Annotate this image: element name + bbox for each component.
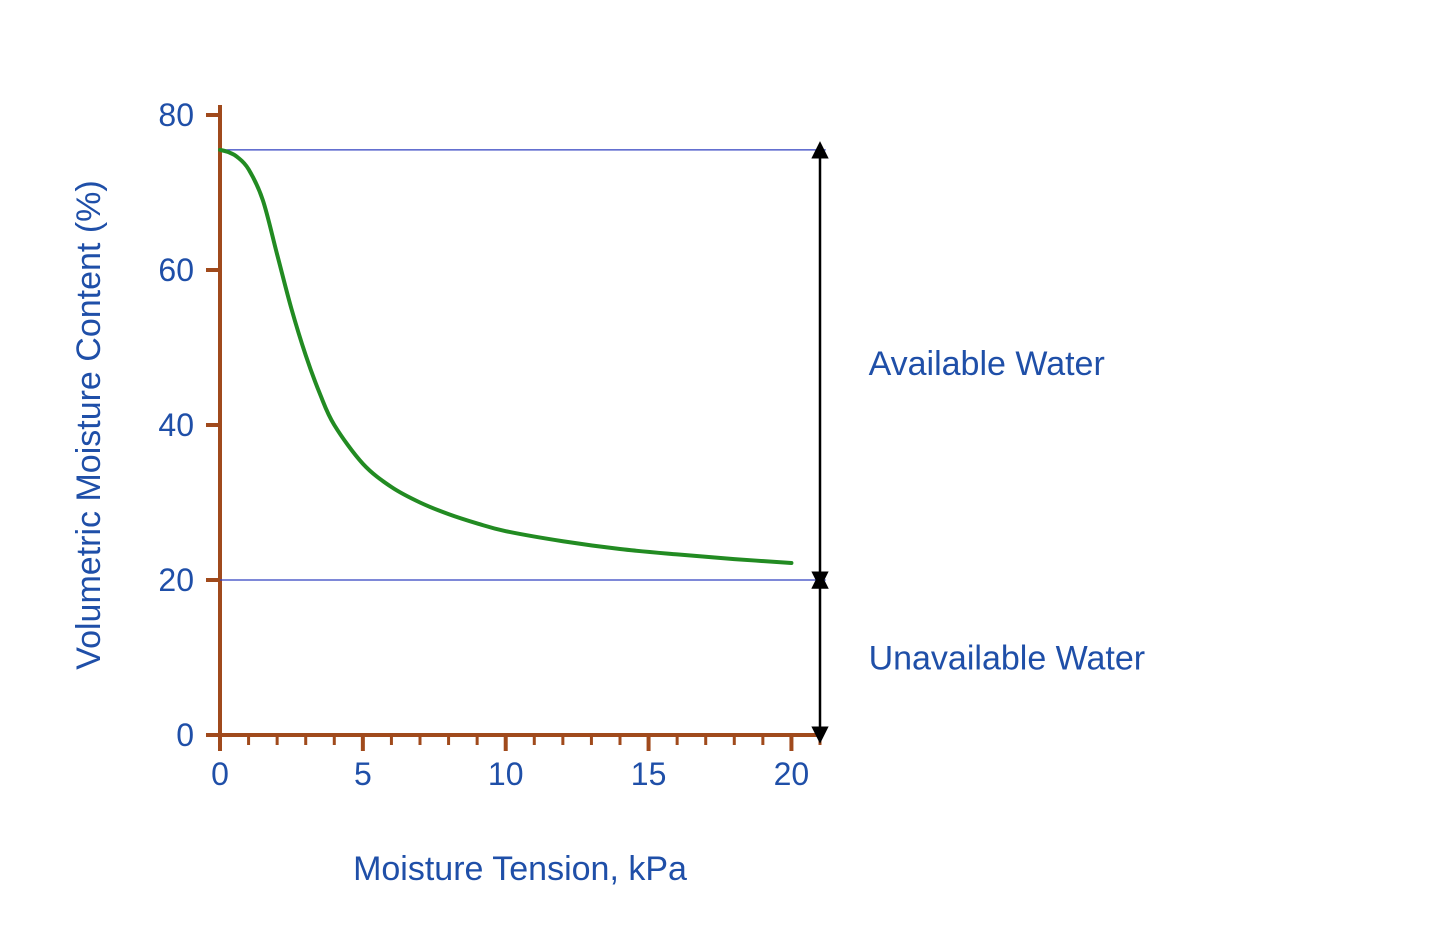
x-axis-label: Moisture Tension, kPa [353, 850, 687, 888]
y-tick-label: 80 [158, 97, 194, 133]
moisture-curve [220, 150, 791, 563]
x-tick-label: 0 [211, 756, 229, 792]
available-label: Available Water [869, 345, 1105, 383]
y-tick-label: 0 [176, 717, 194, 753]
y-axis-label: Volumetric Moisture Content (%) [70, 180, 108, 669]
x-tick-label: 20 [774, 756, 810, 792]
y-tick-label: 60 [158, 252, 194, 288]
y-tick-label: 20 [158, 562, 194, 598]
moisture-retention-chart: 0 20 40 60 80 0 5 10 15 20 Available Water Unavaila… [0, 0, 1429, 925]
x-tick-label: 15 [631, 756, 667, 792]
x-tick-label: 5 [354, 756, 372, 792]
unavailable-label: Unavailable Water [869, 640, 1146, 678]
chart-container: 0 20 40 60 80 0 5 10 15 20 Available Water Unavaila… [0, 0, 1429, 925]
y-tick-label: 40 [158, 407, 194, 443]
x-tick-label: 10 [488, 756, 524, 792]
